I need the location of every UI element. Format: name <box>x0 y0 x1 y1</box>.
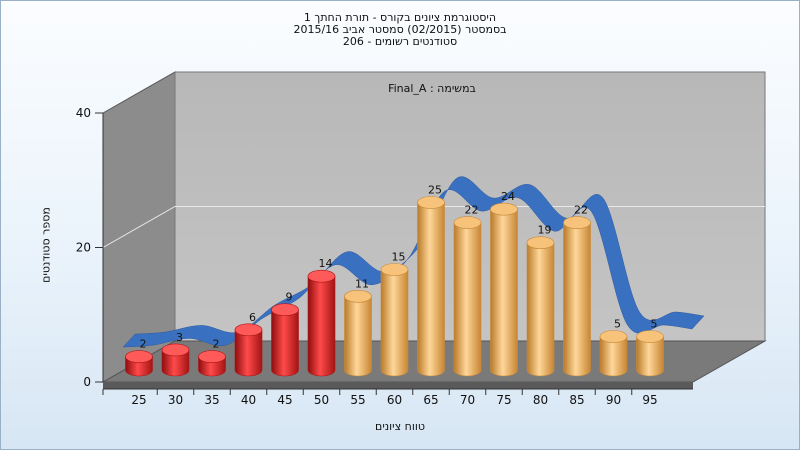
bar: 24 <box>490 190 518 377</box>
y-tick-label: 20 <box>76 241 91 255</box>
bar-value-label: 15 <box>392 251 406 264</box>
bar: 9 <box>271 291 299 377</box>
bar: 19 <box>526 224 555 377</box>
bar-value-label: 5 <box>651 318 658 331</box>
x-tick-label: 80 <box>533 393 548 407</box>
bar-value-label: 24 <box>501 190 515 203</box>
y-tick-label: 40 <box>76 106 91 120</box>
x-tick-label: 90 <box>606 393 621 407</box>
bar-value-label: 25 <box>428 184 442 197</box>
bar: 22 <box>453 204 482 377</box>
bar-value-label: 3 <box>176 331 183 344</box>
bar: 5 <box>636 318 664 377</box>
bar-body <box>563 222 591 377</box>
bar: 6 <box>234 311 263 377</box>
bar: 25 <box>417 184 445 377</box>
x-tick-label: 70 <box>460 393 475 407</box>
bar-cap <box>417 196 445 209</box>
bar: 2 <box>198 338 226 377</box>
bar-cap <box>307 269 336 283</box>
bar: 2 <box>125 338 153 377</box>
bar-body <box>453 222 482 377</box>
bar-value-label: 22 <box>465 204 479 217</box>
x-tick-label: 95 <box>642 393 657 407</box>
bar-cap <box>636 330 664 343</box>
x-tick-label: 85 <box>569 393 584 407</box>
x-tick-label: 50 <box>314 393 329 407</box>
bar-cap <box>234 323 263 337</box>
bar-cap <box>453 216 482 229</box>
bar-cap <box>344 289 372 303</box>
floor-front-edge <box>103 382 693 389</box>
bar-body <box>271 309 299 377</box>
bar-cap <box>490 202 518 216</box>
bar-value-label: 14 <box>319 257 333 270</box>
y-tick-label: 0 <box>83 375 91 389</box>
bar-cap <box>198 350 226 363</box>
bar-cap <box>599 330 628 343</box>
bar: 14 <box>307 257 336 377</box>
bar-value-label: 6 <box>249 311 256 324</box>
bar-body <box>307 276 336 377</box>
title-line-1: היסטוגרמת ציונים בקורס - תורת החתך 1 <box>303 11 497 24</box>
chart-annotation: במשימה : Final_A <box>388 82 476 95</box>
title-line-3: סטודנטים רשומים - 206 <box>342 35 458 48</box>
bar-cap <box>380 263 409 276</box>
y-axis-label: מספר סטודנטים <box>39 207 53 283</box>
x-axis-label: טווח ציונים <box>375 420 425 433</box>
gridline <box>102 206 765 248</box>
grid-lines <box>102 206 765 248</box>
bar-body <box>417 202 445 377</box>
x-tick-label: 60 <box>387 393 402 407</box>
bar-value-label: 2 <box>140 338 147 351</box>
bar-value-label: 5 <box>614 318 621 331</box>
bar-cap <box>563 216 591 229</box>
bar: 11 <box>344 277 372 377</box>
bar-cap <box>161 343 190 357</box>
bar-value-label: 2 <box>213 338 220 351</box>
bar-body <box>234 329 263 377</box>
x-tick-label: 25 <box>131 393 146 407</box>
bar: 3 <box>161 331 190 377</box>
bar-value-label: 19 <box>538 224 552 237</box>
x-tick-label: 75 <box>496 393 511 407</box>
bar: 22 <box>563 204 591 377</box>
bar-cap <box>271 303 299 317</box>
bar-cap <box>526 236 555 249</box>
chart-title: היסטוגרמת ציונים בקורס - תורת החתך 1 בסמ… <box>0 12 800 48</box>
y-axis: 0 20 40 <box>76 106 104 389</box>
x-tick-label: 45 <box>277 393 292 407</box>
bar-body <box>380 269 409 377</box>
bar-body <box>490 209 518 377</box>
x-tick-label: 55 <box>350 393 365 407</box>
bar-body <box>344 296 372 377</box>
bar-value-label: 11 <box>355 277 369 290</box>
x-tick-label: 40 <box>241 393 256 407</box>
bar-body <box>526 242 555 377</box>
x-axis: 25 30 35 40 45 50 55 60 65 70 75 80 85 90 95 <box>102 388 693 407</box>
x-tick-label: 30 <box>168 393 183 407</box>
bar-cap <box>125 350 153 363</box>
title-line-2: בסמסטר (02/2015) סמסטר אביב 2015/16 <box>293 23 507 36</box>
bar-value-label: 9 <box>286 291 293 304</box>
bar: 5 <box>599 318 628 377</box>
bars: 2 3 2 6 9 14 11 15 25 22 24 19 22 5 5 <box>125 184 664 377</box>
x-tick-label: 35 <box>204 393 219 407</box>
bar: 15 <box>380 251 409 377</box>
bar-value-label: 22 <box>574 204 588 217</box>
x-tick-label: 65 <box>423 393 438 407</box>
